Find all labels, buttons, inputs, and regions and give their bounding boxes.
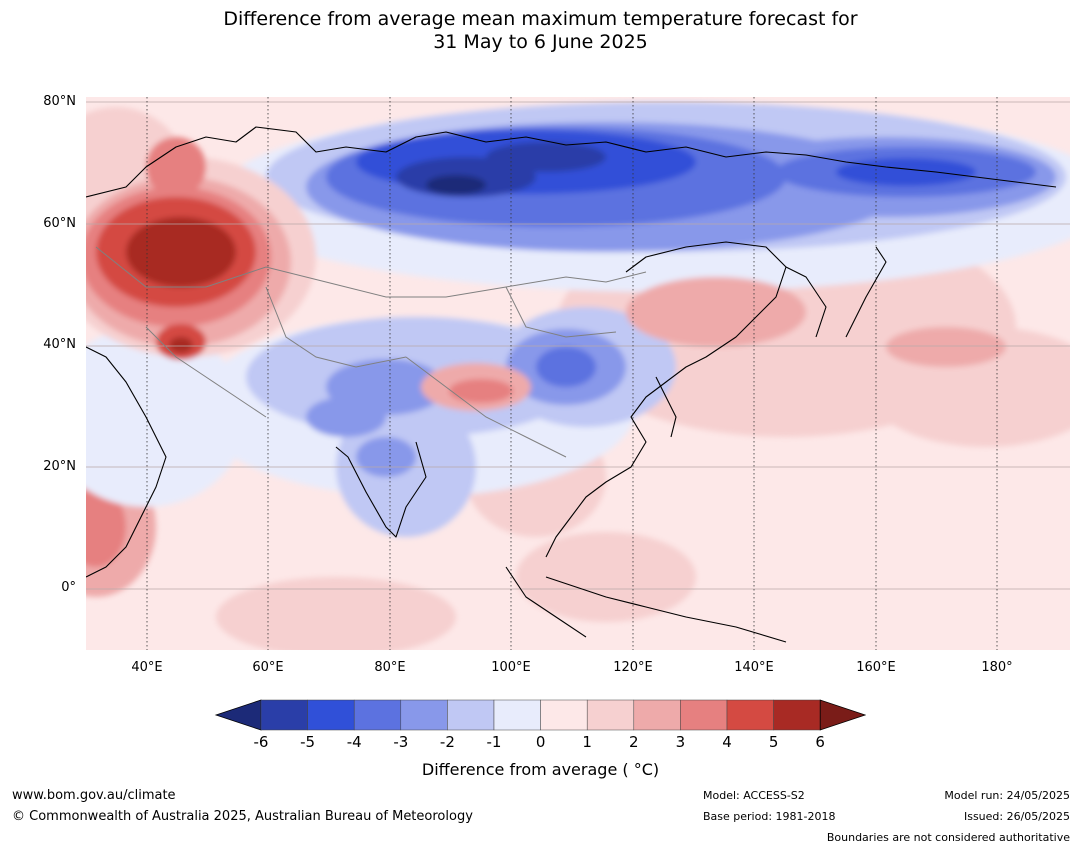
colorbar-tick: 0	[535, 733, 546, 751]
lon-tick-60e: 60°E	[252, 660, 284, 675]
colorbar-segment	[353, 699, 402, 731]
colorbar-tick: -3	[393, 733, 409, 751]
country-borders	[95, 246, 647, 458]
colorbar-label: Difference from average ( °C)	[421, 760, 660, 779]
footer-model: Model: ACCESS-S2	[703, 789, 805, 802]
lon-tick-180: 180°	[981, 660, 1013, 675]
colorbar-tick: -1	[486, 733, 502, 751]
colorbar-extend-high	[819, 699, 866, 731]
colorbar-tick: 3	[675, 733, 686, 751]
colorbar-segment	[260, 699, 308, 731]
longitude-gridlines	[146, 97, 998, 650]
colorbar-tick: 6	[815, 733, 825, 751]
title-line-2: 31 May to 6 June 2025	[433, 31, 648, 53]
colorbar-tick: 5	[768, 733, 779, 751]
lat-tick-20n: 20°N	[43, 459, 76, 474]
colorbar-tick: -5	[300, 733, 316, 751]
colorbar-segment	[773, 699, 821, 731]
lon-tick-160e: 160°E	[856, 660, 896, 675]
lon-tick-80e: 80°E	[374, 660, 406, 675]
lon-tick-120e: 120°E	[613, 660, 653, 675]
lon-tick-140e: 140°E	[734, 660, 774, 675]
colorbar-tick: -6	[253, 733, 269, 751]
title-line-1: Difference from average mean maximum tem…	[223, 8, 858, 30]
colorbar-tick: 4	[722, 733, 732, 751]
footer-base-period: Base period: 1981-2018	[703, 810, 836, 823]
footer-disclaimer: Boundaries are not considered authoritat…	[826, 831, 1070, 844]
colorbar-segment	[726, 699, 774, 731]
colorbar-segment	[680, 699, 728, 731]
footer-copyright: © Commonwealth of Australia 2025, Austra…	[12, 809, 473, 824]
colorbar-segment	[633, 699, 681, 731]
footer-url: www.bom.gov.au/climate	[12, 788, 176, 803]
latitude-gridlines	[86, 101, 1070, 590]
footer-issued: Issued: 26/05/2025	[963, 810, 1070, 823]
colorbar-tick: 2	[629, 733, 639, 751]
lat-tick-60n: 60°N	[43, 216, 76, 231]
colorbar-tick: -2	[439, 733, 455, 751]
lat-tick-80n: 80°N	[43, 94, 76, 109]
footer-model-run: Model run: 24/05/2025	[944, 789, 1070, 802]
colorbar	[214, 699, 866, 731]
colorbar-tick: -4	[346, 733, 362, 751]
colorbar-segment	[400, 699, 448, 731]
lon-tick-100e: 100°E	[491, 660, 531, 675]
lat-tick-0: 0°	[61, 580, 76, 595]
temperature-anomaly-map	[86, 97, 1070, 650]
map-title: Difference from average mean maximum tem…	[0, 8, 1081, 54]
colorbar-segment	[493, 699, 541, 731]
colorbar-segment	[586, 699, 635, 731]
colorbar-segment	[307, 699, 355, 731]
lat-tick-40n: 40°N	[43, 337, 76, 352]
colorbar-segment	[447, 699, 495, 731]
coastlines	[86, 126, 1057, 643]
colorbar-extend-low	[214, 699, 262, 731]
lon-tick-40e: 40°E	[131, 660, 163, 675]
colorbar-tick: 1	[582, 733, 592, 751]
colorbar-segment	[540, 699, 588, 731]
